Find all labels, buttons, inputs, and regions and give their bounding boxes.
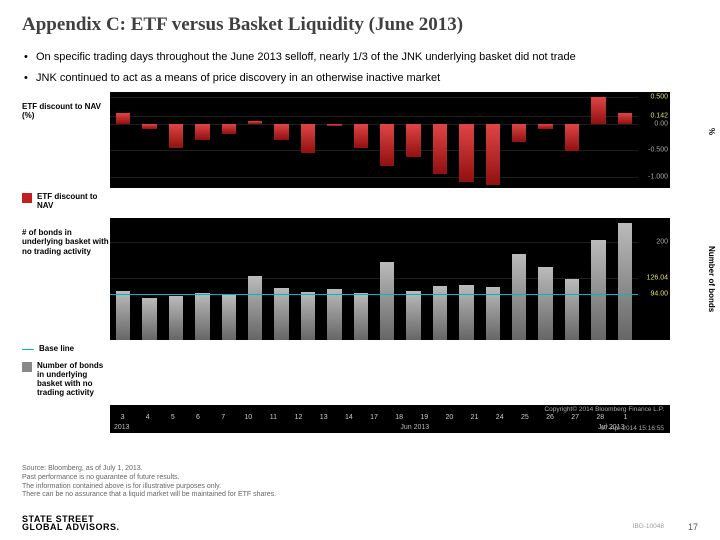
top-chart-row: ETF discount to NAV (%) 0.5000.1420.00-0… <box>22 92 698 188</box>
axis-title-bot: Number of bonds <box>707 246 716 312</box>
x-axis: 3456710111213141718192021242526272812013… <box>110 405 670 433</box>
bullet-item: JNK continued to act as a means of price… <box>22 71 698 86</box>
legend-swatch-icon <box>22 362 32 372</box>
legend-baseline: Base line <box>22 344 110 353</box>
slide-root: Appendix C: ETF versus Basket Liquidity … <box>0 0 720 540</box>
side-label-top: ETF discount to NAV (%) <box>22 92 110 188</box>
bot-chart-row: # of bonds in underlying basket with no … <box>22 218 698 340</box>
bullet-list: On specific trading days throughout the … <box>22 50 698 86</box>
legend-bars: Number of bonds in underlying basket wit… <box>22 361 110 397</box>
source-footnote: Source: Bloomberg, as of July 1, 2013. P… <box>22 465 276 500</box>
side-label-bot: # of bonds in underlying basket with no … <box>22 218 110 340</box>
page-number: 17 <box>688 522 698 532</box>
bot-chart: 200126.0494.00 <box>110 218 670 340</box>
page-title: Appendix C: ETF versus Basket Liquidity … <box>22 14 698 36</box>
axis-title-top: % <box>707 128 716 135</box>
legend-top: ETF discount to NAV <box>22 192 110 210</box>
bullet-item: On specific trading days throughout the … <box>22 50 698 65</box>
legend-swatch-icon <box>22 193 32 203</box>
legend-line-icon <box>22 349 34 350</box>
legend-text: ETF discount to NAV <box>37 192 110 210</box>
legend-text: Base line <box>39 344 74 353</box>
legend-text: Number of bonds in underlying basket wit… <box>37 361 110 397</box>
top-chart: 0.5000.1420.00-0.500-1.000 <box>110 92 670 188</box>
company-logo: STATE STREET GLOBAL ADVISORS. <box>22 514 120 532</box>
xaxis-row: 3456710111213141718192021242526272812013… <box>110 329 698 433</box>
doc-code: IBG-10048 <box>633 523 664 530</box>
